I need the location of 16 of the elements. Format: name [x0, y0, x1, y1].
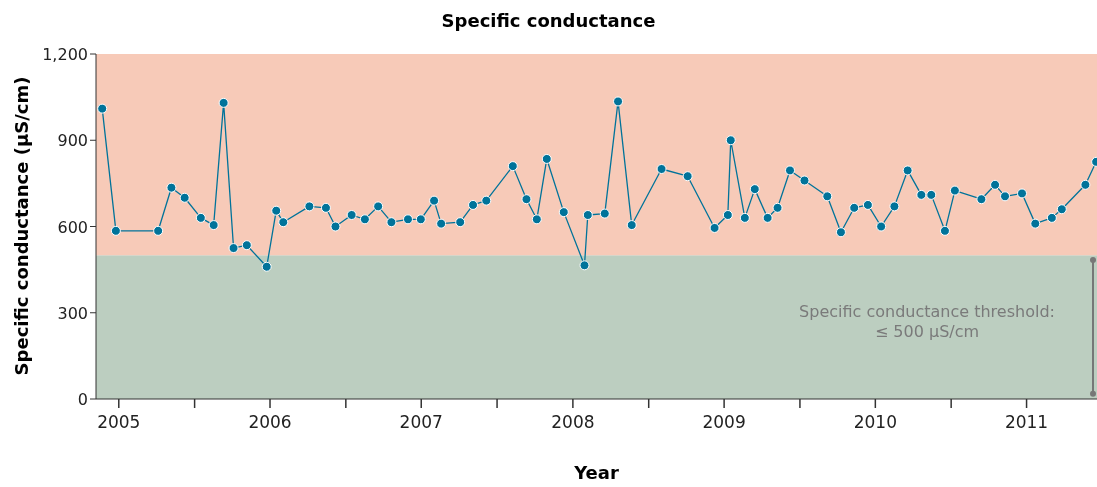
x-tick-label: 2007 [399, 412, 443, 432]
x-tick-label: 2011 [1004, 412, 1049, 432]
band-label: Specific conductance threshold: ≤ 500 µS/cm [798, 302, 1056, 343]
y-tick-label: 900 [57, 131, 88, 151]
y-tick-label: 0 [77, 390, 88, 409]
y-axis-title: Specific conductance (µS/cm) [10, 76, 32, 376]
x-tick-label: 2010 [853, 412, 897, 432]
x-axis-title: Year [573, 462, 620, 483]
y-tick-label: 600 [57, 217, 88, 237]
y-tick-label: 1,200 [42, 45, 88, 64]
x-tick-label: 2005 [97, 412, 141, 432]
x-tick-label: 2009 [702, 412, 746, 432]
x-tick-label: 2006 [248, 412, 292, 432]
x-tick-label: 2008 [551, 412, 595, 432]
chart-title: Specific conductance [440, 10, 657, 31]
y-tick-label: 300 [57, 303, 88, 323]
